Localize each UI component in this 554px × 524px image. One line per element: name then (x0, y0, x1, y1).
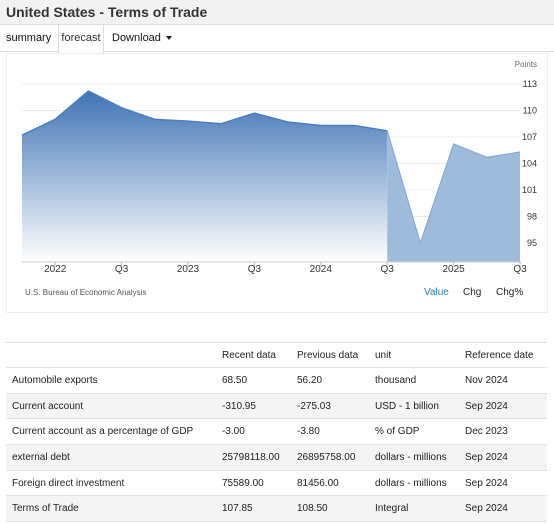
row-recent: 68.50 (216, 367, 291, 394)
mode-chg-button[interactable]: Chg (463, 287, 482, 298)
chart-source: U.S. Bureau of Economic Analysis (25, 288, 147, 297)
table-row[interactable]: external debt 25798118.00 26895758.00 do… (6, 444, 547, 471)
x-tick-label: Q3 (381, 264, 395, 275)
table-row[interactable]: Current account as a percentage of GDP -… (6, 418, 547, 446)
tab-forecast[interactable]: forecast (58, 25, 104, 53)
x-tick-label: Q3 (248, 264, 262, 275)
table-header-row: Recent data Previous data unit Reference… (6, 342, 547, 368)
table-row[interactable]: Automobile exports 68.50 56.20 thousand … (6, 367, 547, 394)
tab-summary[interactable]: summary (6, 32, 52, 44)
terms-of-trade-chart: Points 95 98 101 104 107 110 113 2022 Q3 2023 Q3 2… (21, 60, 537, 275)
forecast-area (387, 130, 520, 262)
y-tick-label: 98 (527, 212, 537, 222)
forecast-line (386, 130, 521, 245)
x-tick-label: 2024 (310, 264, 333, 275)
mode-value-button[interactable]: Value (424, 287, 449, 298)
row-recent: 107.85 (216, 495, 291, 523)
y-unit-label: Points (515, 60, 537, 69)
y-tick-label: 113 (523, 79, 537, 89)
y-tick-label: 110 (523, 106, 537, 116)
title-bar: United States - Terms of Trade (0, 0, 554, 25)
row-previous: 26895758.00 (291, 444, 369, 471)
row-recent: -310.95 (216, 393, 291, 420)
row-recent: 75589.00 (216, 470, 291, 497)
table-header-cell (6, 342, 216, 368)
tab-bar: summary forecast Download (0, 25, 554, 53)
row-indicator-link[interactable]: Terms of Trade (6, 495, 216, 523)
row-recent: -3.00 (216, 418, 291, 446)
row-unit: dollars - millions (369, 444, 459, 471)
download-label: Download (112, 32, 161, 44)
row-unit: Integral (369, 495, 459, 523)
row-indicator-link[interactable]: Automobile exports (6, 367, 216, 394)
page-title: United States - Terms of Trade (6, 4, 208, 20)
y-tick-label: 101 (522, 185, 537, 195)
related-indicators-table: Recent data Previous data unit Reference… (6, 342, 547, 523)
row-date: Sep 2024 (459, 470, 547, 497)
row-date: Nov 2024 (459, 367, 547, 394)
y-tick-label: 107 (522, 132, 537, 142)
row-date: Dec 2023 (459, 418, 547, 446)
row-recent: 25798118.00 (216, 444, 291, 471)
row-indicator-link[interactable]: external debt (6, 444, 216, 471)
table-row[interactable]: Foreign direct investment 75589.00 81456… (6, 470, 547, 497)
row-date: Sep 2024 (459, 495, 547, 523)
row-indicator-link[interactable]: Foreign direct investment (6, 470, 216, 497)
row-date: Sep 2024 (459, 444, 547, 471)
x-tick-label: 2025 (442, 264, 465, 275)
chart-panel (6, 53, 548, 313)
historical-line (21, 90, 388, 136)
y-tick-label: 104 (522, 159, 537, 169)
table-row[interactable]: Current account -310.95 -275.03 USD - 1 … (6, 393, 547, 420)
caret-down-icon (165, 36, 172, 41)
download-dropdown[interactable]: Download (112, 25, 172, 52)
historical-area (22, 91, 388, 262)
row-date: Sep 2024 (459, 393, 547, 420)
mode-chg-percent-button[interactable]: Chg% (496, 287, 524, 298)
y-tick-label: 95 (527, 238, 537, 248)
row-previous: 56.20 (291, 367, 369, 394)
row-indicator-link[interactable]: Current account (6, 393, 216, 420)
row-previous: 108.50 (291, 495, 369, 523)
row-previous: 81456.00 (291, 470, 369, 497)
table-header-cell: Previous data (291, 342, 369, 368)
row-previous: -275.03 (291, 393, 369, 420)
x-tick-label: Q3 (513, 264, 527, 275)
table-header-cell: unit (369, 342, 459, 368)
row-unit: USD - 1 billion (369, 393, 459, 420)
row-previous: -3.80 (291, 418, 369, 446)
table-header-cell: Reference date (459, 342, 547, 368)
table-header-cell: Recent data (216, 342, 291, 368)
x-tick-label: Q3 (115, 264, 129, 275)
table-row[interactable]: Terms of Trade 107.85 108.50 Integral Se… (6, 495, 547, 523)
row-unit: dollars - millions (369, 470, 459, 497)
row-unit: % of GDP (369, 418, 459, 446)
x-tick-label: 2023 (177, 264, 200, 275)
row-indicator-link[interactable]: Current account as a percentage of GDP (6, 418, 216, 446)
row-unit: thousand (369, 367, 459, 394)
x-tick-label: 2022 (44, 264, 67, 275)
